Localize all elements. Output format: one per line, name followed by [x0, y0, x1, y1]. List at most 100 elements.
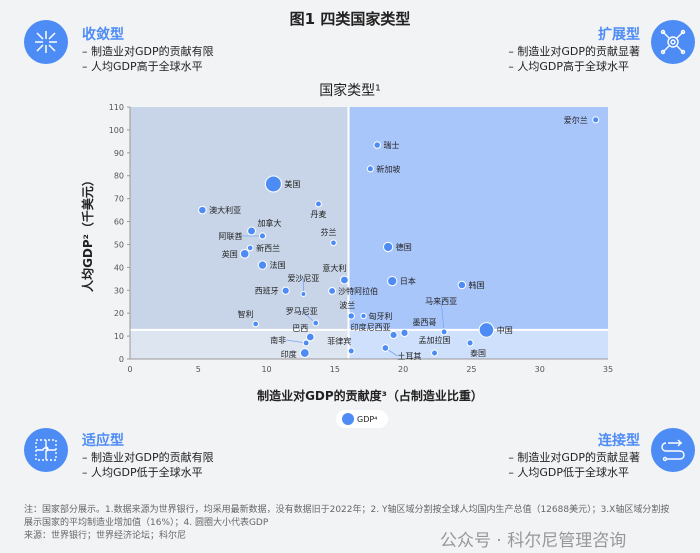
quadrant-bg-bl	[130, 329, 349, 359]
label-leader-line	[440, 300, 445, 333]
data-label: 智利	[238, 309, 254, 319]
x-tick-label: 10	[261, 365, 271, 374]
data-label: 芬兰	[320, 227, 336, 237]
data-label: 罗马尼亚	[286, 307, 318, 316]
data-point	[328, 287, 337, 295]
data-point	[592, 116, 600, 124]
network-gear-icon	[651, 20, 695, 64]
data-point	[389, 330, 398, 340]
y-axis-label: 人均GDP²（千美元）	[80, 174, 95, 292]
data-label: 中国	[497, 325, 513, 335]
data-label: 韩国	[469, 280, 485, 290]
data-label: 爱沙尼亚	[287, 274, 319, 283]
data-point	[478, 322, 495, 338]
data-point	[252, 320, 260, 328]
data-label: 加拿大	[258, 218, 282, 228]
figure-title: 图1 四类国家类型	[289, 10, 411, 28]
data-point	[347, 312, 355, 320]
quadrant-bg-tr	[348, 107, 608, 330]
scatter-chart: 0 10 20 30 40 50 60 70 80 90 100 110 0 5 10 15 20 25 30 35 制…	[80, 103, 613, 403]
data-point	[264, 175, 282, 193]
data-label: 丹麦	[310, 209, 326, 219]
data-point	[300, 290, 307, 297]
data-label: 新西兰	[256, 243, 280, 253]
data-label: 法国	[270, 260, 286, 270]
data-point	[299, 348, 310, 358]
y-tick-label: 100	[109, 126, 124, 135]
quadrant-name: 收敛型	[82, 27, 124, 43]
data-point	[457, 280, 467, 290]
x-tick-label: 15	[330, 365, 340, 374]
x-tick-label: 0	[127, 365, 132, 374]
data-label: 印度	[281, 349, 297, 359]
x-tick-label: 30	[535, 365, 545, 374]
y-tick-label: 20	[114, 309, 124, 318]
legend: GDP⁴	[336, 410, 388, 428]
footnote: 注：国家部分展示。1.数据来源为世界银行，均采用最新数据，没有数据旧于2022年…	[24, 505, 670, 528]
data-point	[431, 349, 439, 357]
quadrant-line: – 制造业对GDP的贡献显著	[508, 45, 640, 58]
quadrant-line: – 人均GDP低于全球水平	[508, 466, 629, 479]
data-label: 匈牙利	[369, 311, 393, 321]
data-label: 瑞士	[383, 140, 399, 150]
y-tick-label: 30	[114, 286, 124, 295]
chart-title: 国家类型¹	[319, 83, 381, 99]
data-point	[198, 205, 207, 215]
data-point	[381, 344, 390, 352]
quadrant-line: – 制造业对GDP的贡献显著	[508, 451, 640, 464]
y-tick-label: 90	[114, 149, 124, 158]
quadrant-line: – 制造业对GDP的贡献有限	[82, 45, 214, 58]
quadrant-name: 适应型	[82, 433, 124, 449]
quadrant-line: – 人均GDP低于全球水平	[82, 466, 203, 479]
data-point	[466, 339, 474, 347]
data-label: 南非	[270, 335, 286, 345]
data-point	[257, 260, 268, 270]
y-tick-label: 60	[114, 218, 124, 227]
quadrant-line: – 人均GDP高于全球水平	[508, 60, 629, 73]
data-point	[281, 286, 290, 295]
data-point	[360, 312, 367, 320]
data-point	[247, 226, 256, 236]
data-label: 美国	[284, 179, 300, 189]
quadrant-desc-bl: 适应型 – 制造业对GDP的贡献有限 – 人均GDP低于全球水平	[82, 430, 214, 480]
legend-label: GDP⁴	[357, 414, 378, 424]
quadrant-desc-tr: 扩展型 – 制造业对GDP的贡献显著 – 人均GDP高于全球水平	[508, 24, 640, 74]
y-tick-label: 10	[114, 332, 124, 341]
x-tick-label: 35	[603, 365, 613, 374]
data-point	[387, 275, 398, 287]
data-point	[400, 328, 409, 338]
data-label: 泰国	[470, 348, 486, 358]
y-tick-label: 0	[119, 355, 124, 364]
data-label: 日本	[400, 276, 416, 286]
watermark: 公众号 · 科尔尼管理咨询	[440, 531, 627, 551]
x-axis-label: 制造业对GDP的贡献度³（占制造业比重）	[257, 388, 483, 403]
data-point	[246, 244, 254, 252]
data-label: 英国	[222, 249, 238, 259]
data-label: 德国	[396, 242, 412, 252]
quadrant-line: – 制造业对GDP的贡献有限	[82, 451, 214, 464]
data-label: 阿联酋	[218, 231, 242, 241]
data-label: 巴西	[292, 324, 308, 333]
connection-path-icon	[651, 428, 695, 472]
data-label: 新加坡	[376, 164, 400, 174]
data-point	[347, 347, 355, 355]
legend-marker-icon	[342, 413, 354, 425]
data-label: 墨西哥	[413, 318, 437, 327]
converge-arrows-icon	[24, 20, 68, 64]
data-label: 土耳其	[397, 351, 421, 361]
y-tick-label: 50	[114, 240, 124, 249]
data-label: 孟加拉国	[419, 335, 451, 345]
quadrant-name: 扩展型	[598, 27, 640, 43]
data-label: 爱尔兰	[564, 115, 588, 125]
data-point	[366, 165, 374, 173]
data-point	[440, 328, 448, 336]
y-tick-label: 80	[114, 172, 124, 181]
data-label: 沙特阿拉伯	[338, 286, 378, 296]
x-tick-label: 25	[466, 365, 476, 374]
data-point	[340, 275, 349, 285]
y-tick-label: 40	[114, 263, 124, 272]
quadrant-desc-br: 连接型 – 制造业对GDP的贡献显著 – 人均GDP低于全球水平	[508, 430, 640, 480]
source-note: 来源：世界银行；世界经济论坛；科尔尼	[24, 531, 187, 541]
data-point	[312, 319, 320, 327]
puzzle-icon	[24, 428, 68, 472]
